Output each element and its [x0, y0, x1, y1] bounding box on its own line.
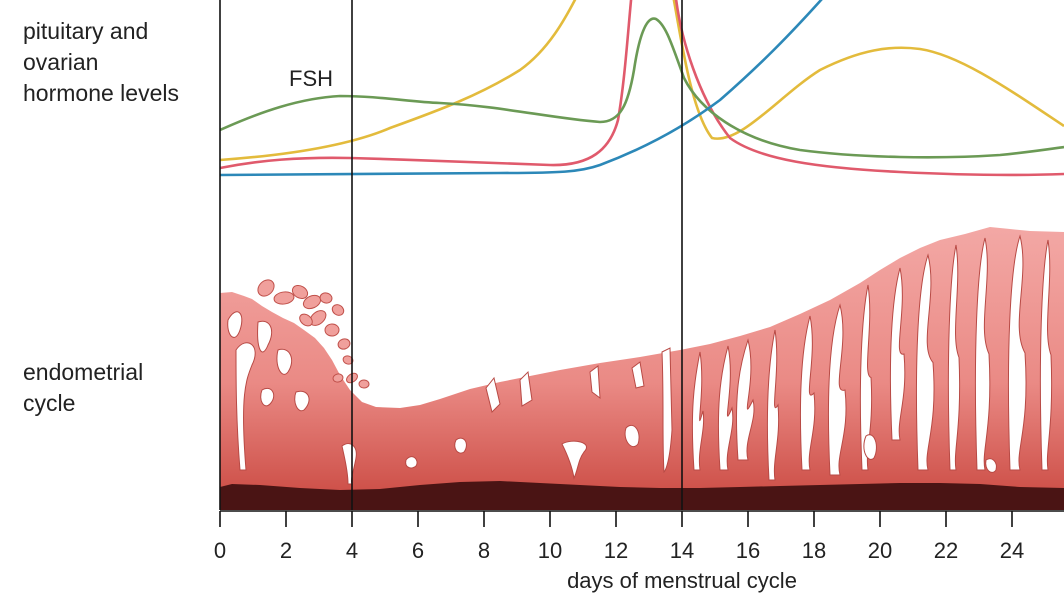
gland	[735, 338, 755, 461]
x-tick-label-8: 8	[478, 538, 490, 563]
x-tick-label-22: 22	[934, 538, 958, 563]
tissue-fragment	[331, 304, 345, 316]
gland	[454, 437, 467, 454]
gland	[257, 320, 273, 353]
x-tick-label-24: 24	[1000, 538, 1024, 563]
tissue-fragment	[319, 292, 333, 304]
gland	[915, 253, 935, 471]
endometrial-row-label: endometrial cycle	[23, 359, 144, 416]
gland	[227, 311, 243, 338]
tissue-fragment	[332, 373, 344, 383]
fsh-curve	[219, 17, 1064, 159]
basal-layer	[220, 481, 1064, 510]
endometrial-glands	[227, 234, 1053, 485]
x-tick-label-4: 4	[346, 538, 358, 563]
tissue-fragment	[324, 323, 340, 337]
gland	[985, 458, 997, 473]
gland	[766, 329, 780, 481]
x-tick-label-12: 12	[604, 538, 628, 563]
gland	[889, 267, 906, 441]
gland	[863, 434, 877, 460]
gland	[827, 303, 847, 476]
x-axis-title: days of menstrual cycle	[567, 568, 797, 593]
gland	[631, 361, 645, 389]
fsh-label: FSH	[289, 66, 333, 91]
gland	[235, 342, 256, 471]
estrogen-curve	[219, 0, 1064, 162]
tissue-fragment	[299, 313, 313, 327]
tissue-fragment	[358, 379, 370, 389]
x-tick-label-20: 20	[868, 538, 892, 563]
gland	[661, 347, 673, 474]
x-axis-ticks: 0 2 4 6 8 10 12 14 16 18 20 22 24	[214, 511, 1024, 563]
endometrium-layer	[220, 227, 1064, 510]
x-tick-label-10: 10	[538, 538, 562, 563]
gland	[624, 424, 640, 448]
x-tick-label-18: 18	[802, 538, 826, 563]
gland	[947, 244, 961, 471]
gland	[1039, 239, 1053, 471]
tissue-fragment	[291, 284, 309, 300]
x-tick-label-6: 6	[412, 538, 424, 563]
gland	[691, 351, 705, 471]
gland	[974, 237, 991, 471]
gland	[1007, 234, 1027, 471]
lh-curve	[219, 0, 1064, 177]
tissue-fragment	[257, 279, 275, 297]
x-tick-label-14: 14	[670, 538, 694, 563]
gland	[276, 348, 293, 375]
gland	[405, 456, 418, 469]
x-tick-label-16: 16	[736, 538, 760, 563]
gland	[589, 365, 601, 400]
gland	[485, 376, 501, 413]
x-tick-label-0: 0	[214, 538, 226, 563]
gland	[519, 370, 533, 407]
gland	[260, 388, 275, 407]
x-tick-label-2: 2	[280, 538, 292, 563]
progesterone-curve	[219, 0, 823, 177]
shedding-fragments	[257, 279, 370, 389]
tissue-fragment	[337, 338, 351, 350]
gland	[561, 440, 587, 480]
gland	[717, 345, 734, 471]
gland	[799, 315, 816, 471]
hormone-row-label: pituitary and ovarian hormone levels	[23, 18, 179, 106]
gland	[294, 390, 310, 412]
tissue-fragment	[273, 291, 295, 305]
